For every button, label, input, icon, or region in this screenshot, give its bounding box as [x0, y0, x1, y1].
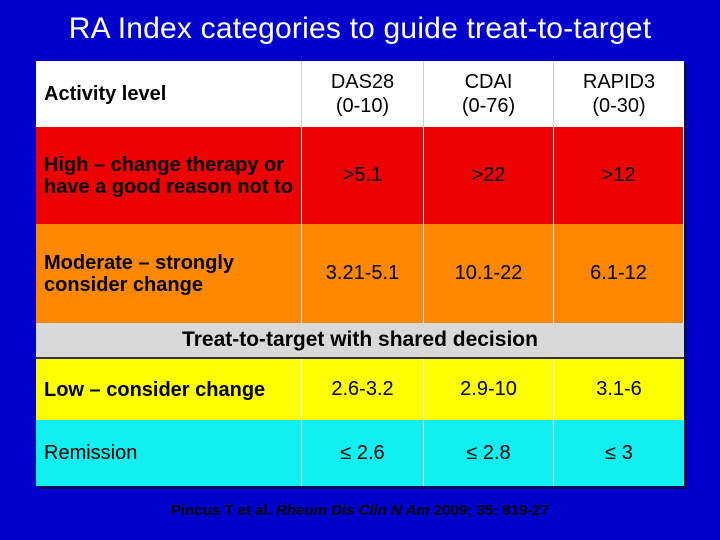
shared-decision-divider: Treat-to-target with shared decision	[36, 323, 684, 357]
citation: Pincus T et al. Rheum Dis Clin N Am 2009…	[0, 502, 720, 519]
remission-rapid3: ≤ 3	[605, 441, 633, 464]
header-das28: DAS28 (0-10)	[302, 61, 424, 127]
moderate-rapid3: 6.1-12	[554, 224, 684, 323]
row-label-high: High – change therapy or have a good rea…	[36, 127, 302, 224]
remission-cdai: ≤ 2.8	[424, 420, 554, 486]
moderate-das28: 3.21-5.1	[302, 224, 424, 323]
table-header-row: Activity level DAS28 (0-10) CDAI (0-76) …	[36, 61, 684, 127]
row-label-moderate: Moderate – strongly consider change	[36, 224, 302, 323]
low-das28: 2.6-3.2	[302, 359, 424, 420]
moderate-cdai: 10.1-22	[424, 224, 554, 323]
high-rapid3: >12	[554, 127, 684, 224]
table-row-high: High – change therapy or have a good rea…	[36, 127, 684, 224]
low-cdai: 2.9-10	[424, 359, 554, 420]
ra-index-table: Activity level DAS28 (0-10) CDAI (0-76) …	[36, 61, 684, 486]
table-row-moderate: Moderate – strongly consider change 3.21…	[36, 224, 684, 323]
table-row-remission: Remission ≤ 2.6 ≤ 2.8 ≤ 3	[36, 420, 684, 486]
citation-authors: Pincus T et al.	[171, 502, 272, 519]
table-row-low: Low – consider change 2.6-3.2 2.9-10 3.1…	[36, 357, 684, 420]
high-das28: >5.1	[302, 127, 424, 224]
slide-title: RA Index categories to guide treat-to-ta…	[68, 12, 652, 45]
header-cdai: CDAI (0-76)	[424, 61, 554, 127]
remission-das28: ≤ 2.6	[302, 420, 424, 486]
citation-journal: Rheum Dis Clin N Am	[276, 502, 430, 519]
citation-details: 2009; 35: 819-27	[433, 502, 549, 519]
row-label-remission: Remission	[36, 420, 302, 486]
header-rapid3: RAPID3 (0-30)	[582, 71, 656, 117]
low-rapid3: 3.1-6	[596, 378, 642, 400]
header-activity-level: Activity level	[36, 61, 302, 127]
row-label-low: Low – consider change	[36, 359, 302, 420]
high-cdai: >22	[424, 127, 554, 224]
